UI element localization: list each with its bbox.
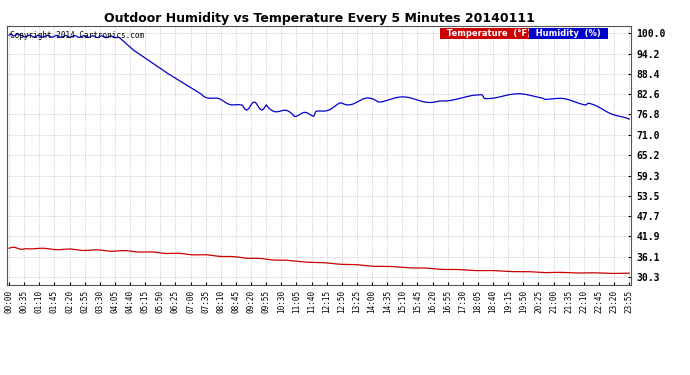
Text: Humidity  (%): Humidity (%)	[530, 29, 607, 38]
Text: Temperature  (°F): Temperature (°F)	[441, 29, 537, 38]
Title: Outdoor Humidity vs Temperature Every 5 Minutes 20140111: Outdoor Humidity vs Temperature Every 5 …	[104, 12, 535, 25]
Text: Copyright 2014 Cartronics.com: Copyright 2014 Cartronics.com	[10, 32, 144, 40]
